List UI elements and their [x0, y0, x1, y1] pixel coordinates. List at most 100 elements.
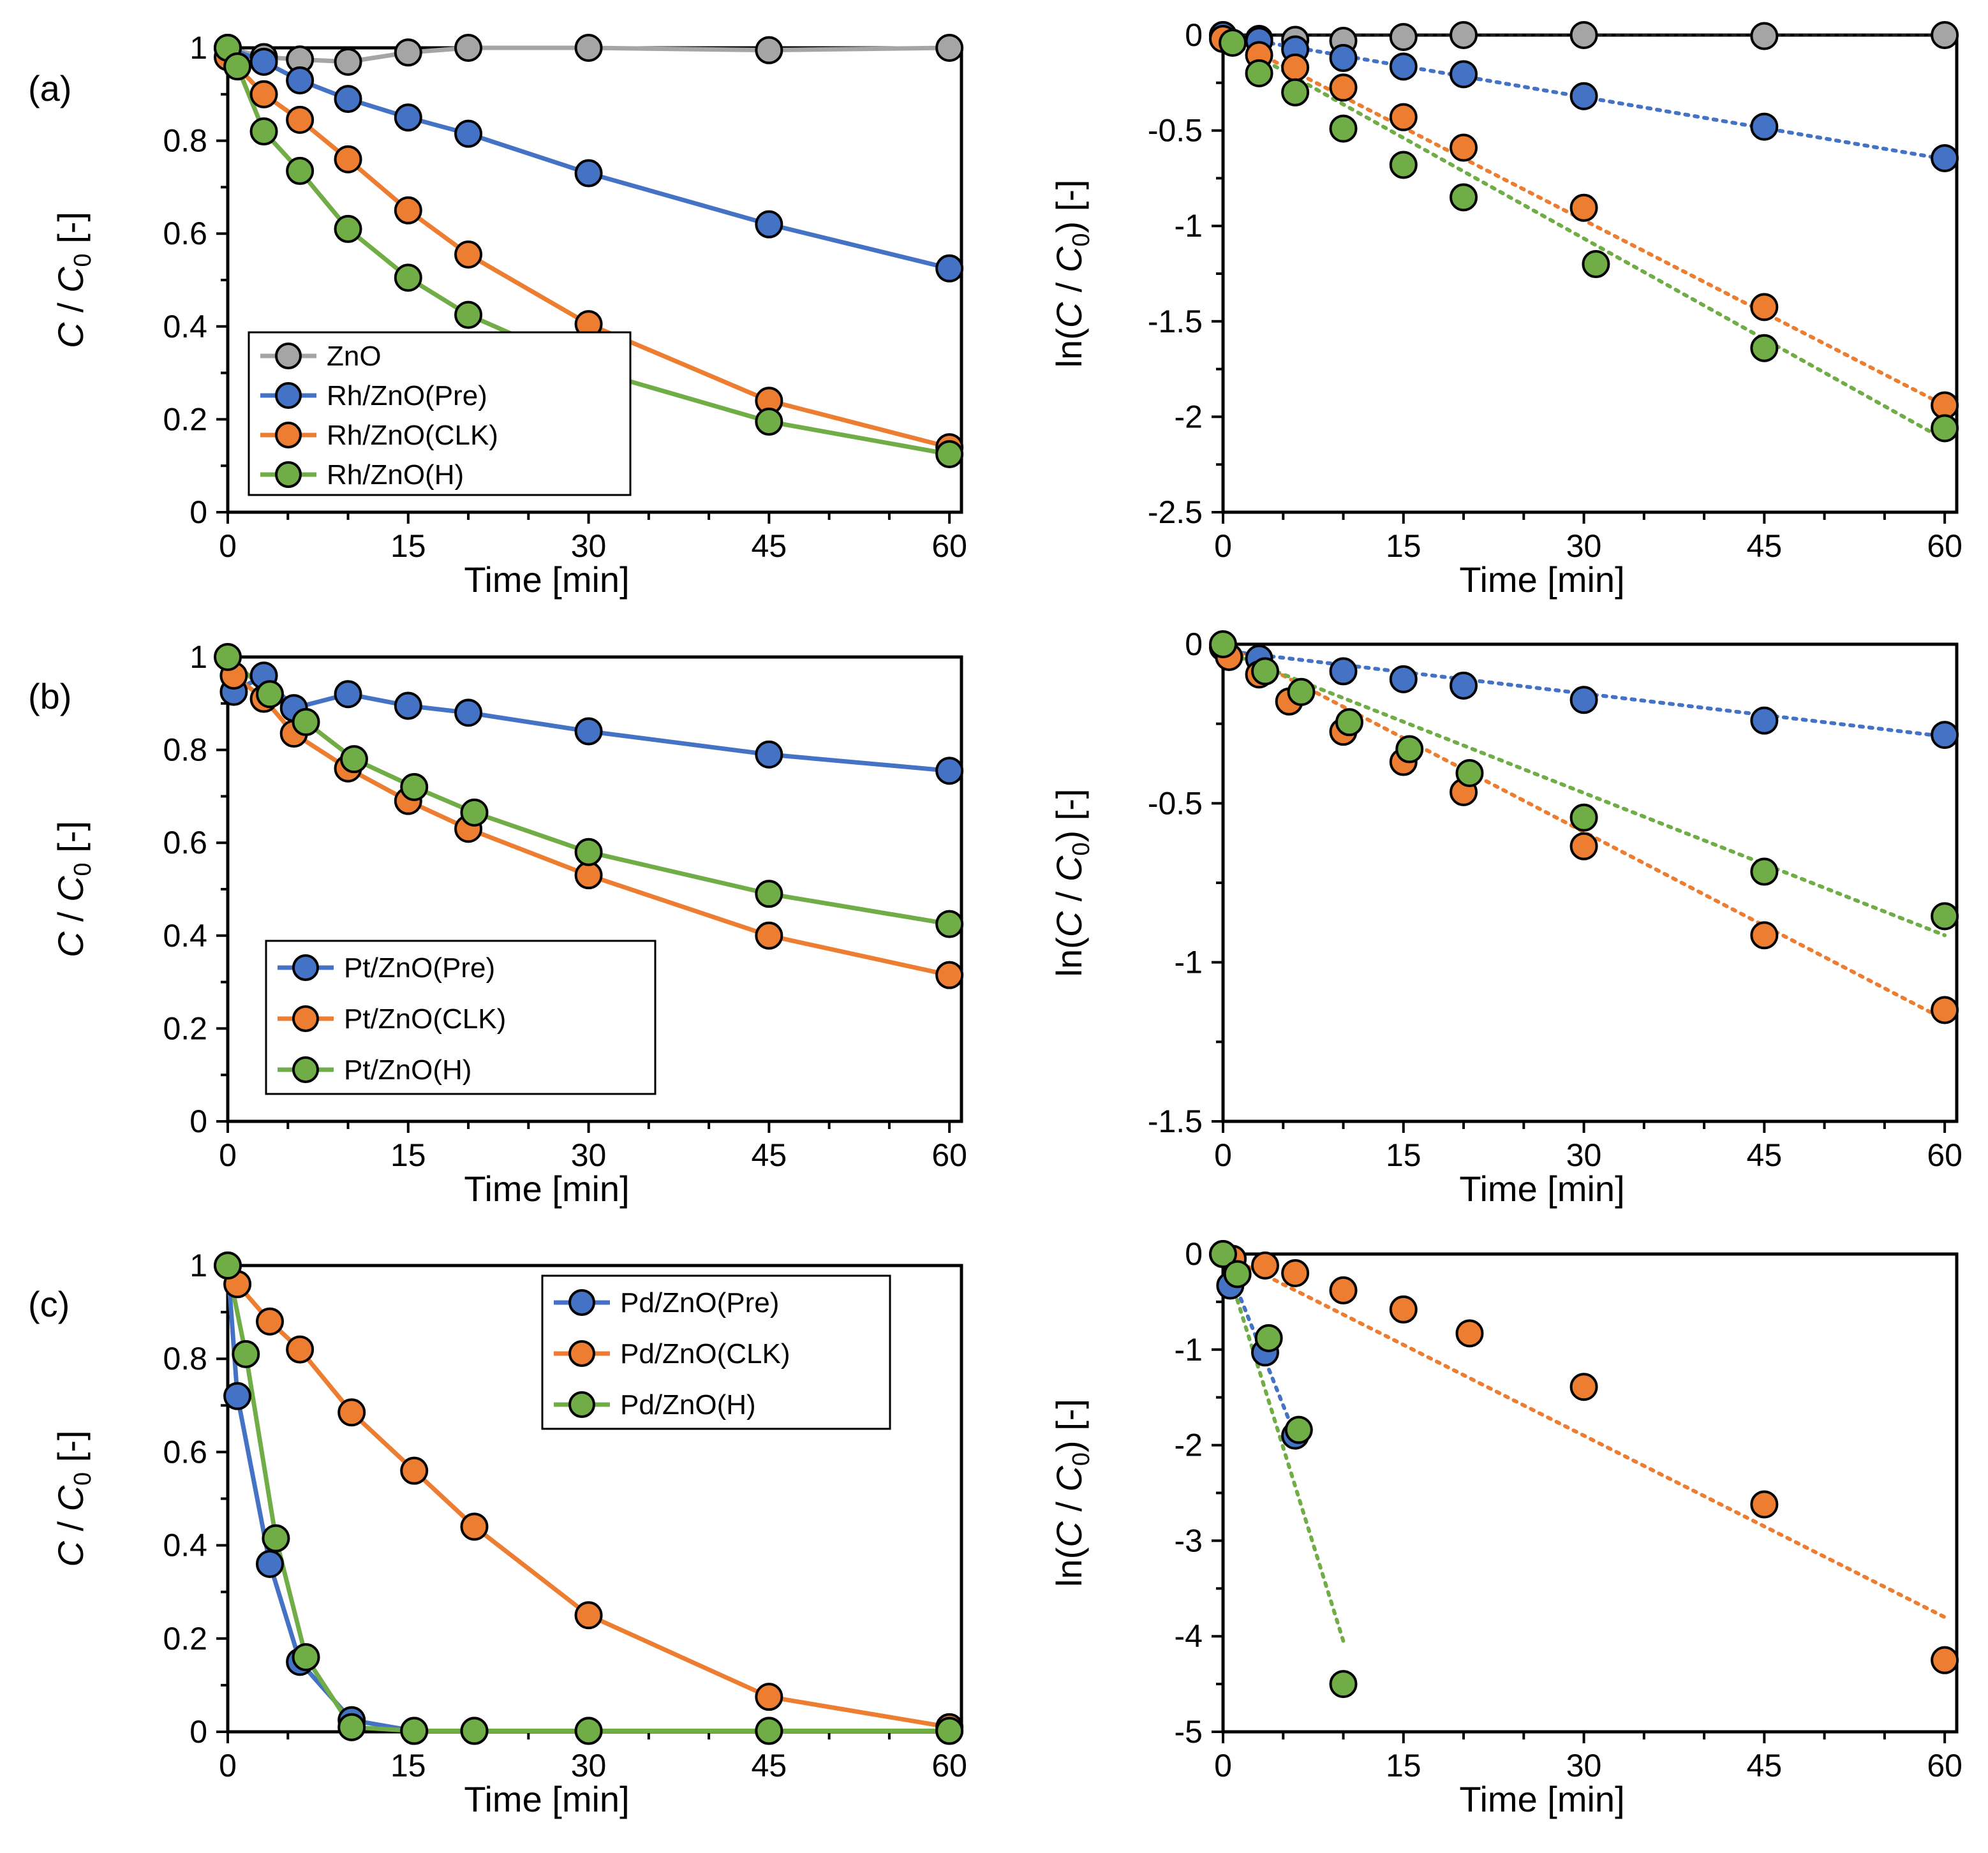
data-point: [1450, 183, 1478, 212]
y-tick-label: -2: [1175, 1428, 1203, 1463]
data-point: [1389, 22, 1418, 51]
x-tick-label: 0: [219, 528, 237, 564]
x-axis-title: Time [min]: [1459, 559, 1624, 600]
legend-swatch-marker: [275, 382, 302, 409]
data-point: [400, 1716, 429, 1745]
data-point: [574, 1601, 603, 1630]
data-point: [1750, 857, 1779, 886]
x-tick-label: 60: [1927, 1137, 1962, 1173]
panel-label: (a): [28, 68, 71, 108]
x-tick-label: 15: [1386, 528, 1421, 564]
data-point: [1329, 657, 1358, 686]
plot-frame: [1221, 1252, 1959, 1734]
data-point: [394, 38, 422, 67]
y-tick-label: -0.5: [1148, 785, 1203, 821]
legend-swatch-marker: [568, 1289, 595, 1316]
data-point: [1329, 114, 1358, 143]
data-point: [334, 214, 362, 243]
legend-label: Pt/ZnO(CLK): [344, 1003, 506, 1035]
y-tick-label: 0: [189, 494, 207, 530]
data-point: [1389, 1295, 1418, 1324]
fit-line: [1231, 40, 1947, 442]
data-point: [755, 740, 783, 769]
data-point: [1569, 803, 1598, 832]
y-tick-label: 0: [189, 1104, 207, 1139]
data-point: [1395, 735, 1424, 764]
data-point: [1455, 758, 1484, 787]
data-point: [1931, 996, 1959, 1024]
data-point: [1750, 334, 1779, 362]
data-point: [454, 698, 483, 727]
x-tick-label: 60: [931, 528, 967, 564]
y-tick-label: 0.2: [163, 1621, 207, 1657]
x-tick-label: 30: [1566, 528, 1602, 564]
data-point: [1455, 1319, 1484, 1348]
data-point: [1245, 59, 1273, 87]
x-tick-label: 0: [219, 1137, 237, 1173]
legend-label: Rh/ZnO(CLK): [327, 420, 498, 451]
legend-swatch-marker: [568, 1340, 595, 1367]
fit-line: [1221, 642, 1947, 1022]
data-point: [334, 85, 362, 114]
data-point: [755, 408, 783, 436]
legend-label: Pt/ZnO(Pre): [344, 952, 495, 984]
y-tick-label: 0.2: [163, 1010, 207, 1046]
data-point: [454, 119, 483, 148]
legend: Pt/ZnO(Pre) Pt/ZnO(CLK) Pt/ZnO(H): [265, 940, 656, 1095]
data-point: [1750, 1490, 1779, 1519]
y-tick-label: 0.8: [163, 732, 207, 768]
data-point: [1569, 1373, 1598, 1401]
y-tick-label: -1.5: [1148, 304, 1203, 339]
legend: Pd/ZnO(Pre) Pd/ZnO(CLK) Pd/ZnO(H): [541, 1274, 891, 1430]
y-tick-label: -0.5: [1148, 113, 1203, 149]
data-point: [574, 159, 603, 188]
y-tick-label: 0.4: [163, 918, 207, 954]
data-point: [334, 47, 362, 76]
plot-frame: [1221, 642, 1959, 1123]
legend-swatch-marker: [292, 1056, 319, 1083]
data-point: [1569, 82, 1598, 110]
data-point: [935, 440, 964, 468]
data-point: [935, 910, 964, 938]
fit-line: [1221, 1252, 1346, 1643]
data-point: [249, 47, 278, 76]
data-point: [1931, 144, 1959, 172]
data-point: [338, 1713, 366, 1741]
x-tick-label: 45: [752, 1748, 787, 1783]
data-point: [755, 36, 783, 64]
x-tick-label: 60: [931, 1748, 967, 1783]
legend-label: Pt/ZnO(H): [344, 1054, 471, 1086]
x-tick-label: 15: [390, 1748, 426, 1783]
y-axis-title: C / C0 [-]: [50, 212, 96, 348]
data-point: [1335, 708, 1363, 737]
y-tick-label: 0: [1185, 17, 1203, 53]
series-line: [225, 1265, 950, 1734]
y-tick-label: 0.6: [163, 1434, 207, 1470]
chart-b-left: 0 15 30 45 60 0 0.2 0.4 0.6 0.8 1 Time [min] C / C0 …: [28, 639, 967, 1209]
data-point: [460, 1716, 489, 1745]
legend-swatch-marker: [292, 954, 319, 981]
x-tick-label: 45: [752, 1137, 787, 1173]
data-point: [1287, 677, 1316, 706]
legend-label: Pd/ZnO(Pre): [620, 1287, 779, 1318]
y-tick-label: 1: [189, 30, 207, 66]
fit-line: [1221, 648, 1947, 938]
data-point: [1750, 112, 1779, 141]
legend-swatch-marker: [275, 343, 302, 369]
data-point: [338, 1398, 366, 1427]
data-point: [1569, 21, 1598, 49]
legend-swatch-marker: [275, 461, 302, 488]
data-point: [1931, 721, 1959, 749]
chart-b-right: 0 15 30 45 60 -1.5 -1 -0.5 0 Time [min] ln(C / C0)…: [1049, 626, 1962, 1209]
data-point: [334, 680, 362, 709]
y-tick-label: 0: [1185, 1236, 1203, 1272]
y-tick-label: 0.4: [163, 1528, 207, 1563]
data-point: [1389, 151, 1418, 179]
data-point: [1329, 73, 1358, 102]
x-tick-label: 15: [1386, 1748, 1421, 1783]
legend-label: Rh/ZnO(Pre): [327, 380, 487, 411]
data-point: [574, 717, 603, 746]
data-point: [935, 1716, 964, 1745]
data-point: [286, 156, 315, 185]
